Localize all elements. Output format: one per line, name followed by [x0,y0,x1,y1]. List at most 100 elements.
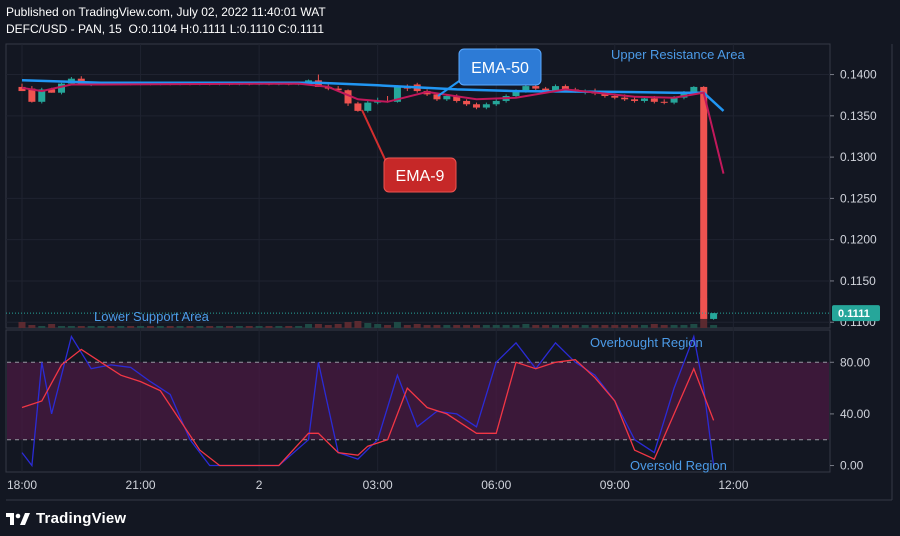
low-label: L: [229,22,240,36]
price-tick-label: 0.1200 [840,233,877,247]
volume-bar [611,325,619,328]
open-value: 0.1104 [141,22,177,36]
volume-bar [453,325,461,328]
published-line: Published on TradingView.com, July 02, 2… [6,5,326,19]
volume-bar [334,324,342,328]
ema9-line [21,82,725,174]
volume-bar [87,326,95,328]
time-tick-label: 09:00 [600,478,630,492]
candle-body [28,88,36,102]
candle-body [640,98,648,101]
volume-bar [166,326,174,328]
candle-body [443,96,451,100]
symbol-ohlc-line: DEFC/USD - PAN, 15 O:0.1104 H:0.1111 L:0… [6,22,324,36]
high-label: H: [180,22,193,36]
volume-bar [107,326,115,328]
candle-body [710,313,718,319]
volume-bar [640,325,648,328]
close-label: C: [277,22,290,36]
oscillator-axis: 80.00 40.00 0.00 [830,355,870,473]
volume-bar [305,324,313,328]
volume-bar [186,326,194,328]
time-tick-label: 2 [256,478,263,492]
volume-bar [433,325,441,328]
candle-body [58,83,66,93]
candle-body [532,86,540,89]
volume-bar [97,326,105,328]
candle-body [453,96,461,101]
volume-bar [245,326,253,328]
volume-bar [670,325,678,328]
volume-bar [364,323,372,328]
candle-body [601,93,609,97]
volume-bar [235,326,243,328]
low-value: 0.1110 [239,22,275,36]
osc-tick-label: 80.00 [840,355,870,369]
oscillator-pane[interactable] [5,329,831,473]
candle-body [621,97,629,100]
candle-body [472,104,480,108]
price-tick-label: 0.1150 [840,274,876,288]
osc-tick-label: 0.00 [840,459,864,473]
volume-bar [542,325,550,328]
volume-bar [137,326,145,328]
symbol-label: DEFC/USD - PAN, 15 [6,22,122,36]
volume-bar [374,324,382,328]
price-tick-label: 0.1350 [840,109,877,123]
volume-bar [67,326,75,328]
tradingview-logo: TradingView [6,508,126,528]
volume-bar [631,325,639,328]
price-tick-label: 0.1400 [840,68,877,82]
volume-bar [28,325,36,328]
volume-bar [690,324,698,328]
volume-bar [680,325,688,328]
osc-tick-label: 40.00 [840,407,870,421]
volume-bar [512,325,520,328]
candle-body [552,86,560,92]
ema50-callout-line [437,78,463,97]
price-tick-label: 0.1250 [840,191,877,205]
volume-bar [571,325,579,328]
candle-body [690,86,698,93]
volume-bar [117,326,125,328]
volume-bar [660,325,668,328]
volume-bar [265,326,273,328]
volume-bar [225,326,233,328]
band-lines [7,361,829,441]
candle-body [393,86,401,102]
candle-body [48,89,56,93]
volume-bar [38,326,46,328]
candle-body [512,91,520,97]
candle-body [522,86,530,92]
volume-bar [196,326,204,328]
candle-body [561,86,569,90]
candle-body [660,101,668,103]
overbought-label: Overbought Region [590,335,703,350]
volume-bar [18,322,26,328]
ema50-callout-text: EMA-50 [471,60,529,77]
volume-bar [423,325,431,328]
volume-bar [344,322,352,328]
current-price-tag [832,305,880,322]
volume-bar [216,326,224,328]
volume-bar [48,324,56,328]
volume-bar [255,326,263,328]
candle-body [334,88,342,91]
time-tick-label: 21:00 [126,478,156,492]
volume-bar [443,325,451,328]
current-price-tag-text: 0.1111 [838,308,870,320]
tradingview-brand: TradingView [36,509,127,527]
time-axis: 18:00 21:00 2 03:00 06:00 09:00 12:00 [7,478,749,492]
volume-bar [561,325,569,328]
candle-body [670,97,678,103]
volume-bar [324,325,332,328]
volume-bar [472,325,480,328]
ema9-callout-text: EMA-9 [396,168,445,185]
volume-bar [275,326,283,328]
volume-bar [127,326,135,328]
open-label: O: [128,22,142,36]
price-tick-label: 0.1300 [840,150,877,164]
tradingview-logo-icon [6,513,30,525]
volume-bar [146,326,154,328]
